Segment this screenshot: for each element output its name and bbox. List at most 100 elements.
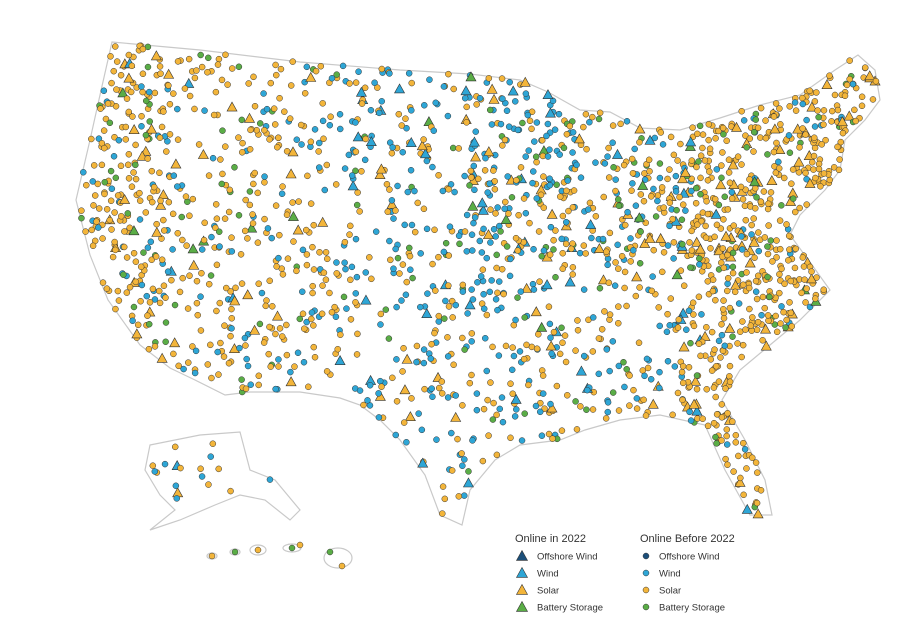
plant-marker <box>831 91 839 99</box>
plant-marker <box>558 324 565 332</box>
plant-marker <box>754 124 762 132</box>
plant-marker <box>740 281 747 289</box>
plant-marker <box>761 234 769 241</box>
plant-marker <box>228 305 235 313</box>
plant-marker <box>448 429 455 437</box>
plant-marker <box>739 196 747 203</box>
plant-marker <box>529 179 536 187</box>
plant-marker <box>533 158 540 166</box>
plant-marker <box>319 100 326 107</box>
plant-marker <box>697 352 704 360</box>
plant-marker <box>149 285 157 293</box>
plant-marker-2022 <box>249 324 261 335</box>
plant-marker <box>275 356 282 363</box>
plant-marker <box>694 130 701 138</box>
plant-marker <box>703 386 710 393</box>
plant-marker <box>137 297 144 305</box>
plant-marker <box>667 295 675 302</box>
plant-marker <box>444 334 451 341</box>
plant-marker <box>115 297 123 304</box>
plant-marker <box>149 198 156 206</box>
plant-marker <box>98 161 106 169</box>
plant-marker <box>129 317 136 325</box>
plant-marker <box>569 264 577 271</box>
plant-marker <box>743 465 750 472</box>
plant-marker-2022 <box>544 107 556 118</box>
plant-marker <box>563 187 570 195</box>
plant-marker <box>787 277 794 285</box>
plant-marker <box>197 465 204 473</box>
plant-marker <box>428 385 435 392</box>
plant-marker <box>272 385 279 393</box>
legend-symbol <box>515 600 529 612</box>
plant-marker <box>120 271 127 278</box>
plant-marker <box>685 307 693 315</box>
plant-marker <box>321 186 329 194</box>
plant-marker <box>730 222 737 229</box>
plant-marker <box>130 303 138 311</box>
plant-marker <box>647 193 655 200</box>
plant-marker <box>375 390 382 397</box>
plant-marker-2022 <box>131 328 143 339</box>
plant-marker <box>232 284 239 292</box>
plant-marker <box>609 139 616 146</box>
plant-marker <box>445 252 453 259</box>
plant-marker <box>426 76 433 83</box>
plant-marker <box>110 67 118 75</box>
plant-marker <box>786 149 794 156</box>
plant-marker-2022 <box>483 146 495 157</box>
plant-marker <box>742 326 749 333</box>
plant-marker <box>589 406 597 413</box>
plant-marker <box>389 144 396 151</box>
plant-marker <box>718 321 725 328</box>
plant-marker <box>337 331 344 338</box>
plant-marker <box>475 175 482 183</box>
plant-marker <box>198 246 206 253</box>
plant-marker <box>189 195 197 203</box>
plant-marker <box>770 113 778 120</box>
plant-marker <box>646 168 653 175</box>
plant-marker <box>366 382 374 389</box>
plant-marker <box>394 254 402 262</box>
plant-marker <box>530 286 538 293</box>
plant-marker-2022 <box>187 243 199 254</box>
plant-marker <box>431 226 438 234</box>
plant-marker <box>124 210 132 217</box>
plant-marker <box>250 73 257 81</box>
plant-marker <box>546 175 553 182</box>
plant-marker <box>512 316 519 324</box>
plant-marker-2022 <box>507 85 519 96</box>
plant-marker <box>333 270 340 277</box>
plant-marker <box>715 127 722 135</box>
plant-marker <box>463 248 471 255</box>
plant-marker-2022 <box>639 237 651 248</box>
plant-marker-2022 <box>631 271 643 282</box>
plant-marker <box>162 294 169 301</box>
plant-marker <box>125 51 133 59</box>
plant-marker <box>191 105 198 113</box>
plant-marker <box>828 107 836 115</box>
plant-marker <box>169 210 177 218</box>
plant-marker <box>407 266 414 273</box>
plant-marker <box>485 432 492 439</box>
plant-marker <box>201 219 208 227</box>
plant-marker <box>249 220 257 227</box>
plant-marker <box>104 100 112 107</box>
plant-marker <box>493 251 500 259</box>
plant-marker <box>773 139 780 147</box>
plant-marker <box>748 221 755 229</box>
plant-marker <box>185 359 192 366</box>
plant-marker <box>494 204 501 211</box>
plant-marker <box>382 306 390 313</box>
plant-marker <box>175 362 182 370</box>
plant-marker <box>273 71 280 79</box>
plant-marker <box>420 205 428 213</box>
plant-marker <box>595 370 603 378</box>
plant-marker <box>296 541 304 549</box>
plant-marker <box>78 214 85 222</box>
plant-markers <box>78 42 881 570</box>
plant-marker <box>377 310 385 318</box>
plant-marker <box>486 106 494 114</box>
plant-marker <box>742 216 750 224</box>
plant-marker <box>221 322 228 329</box>
